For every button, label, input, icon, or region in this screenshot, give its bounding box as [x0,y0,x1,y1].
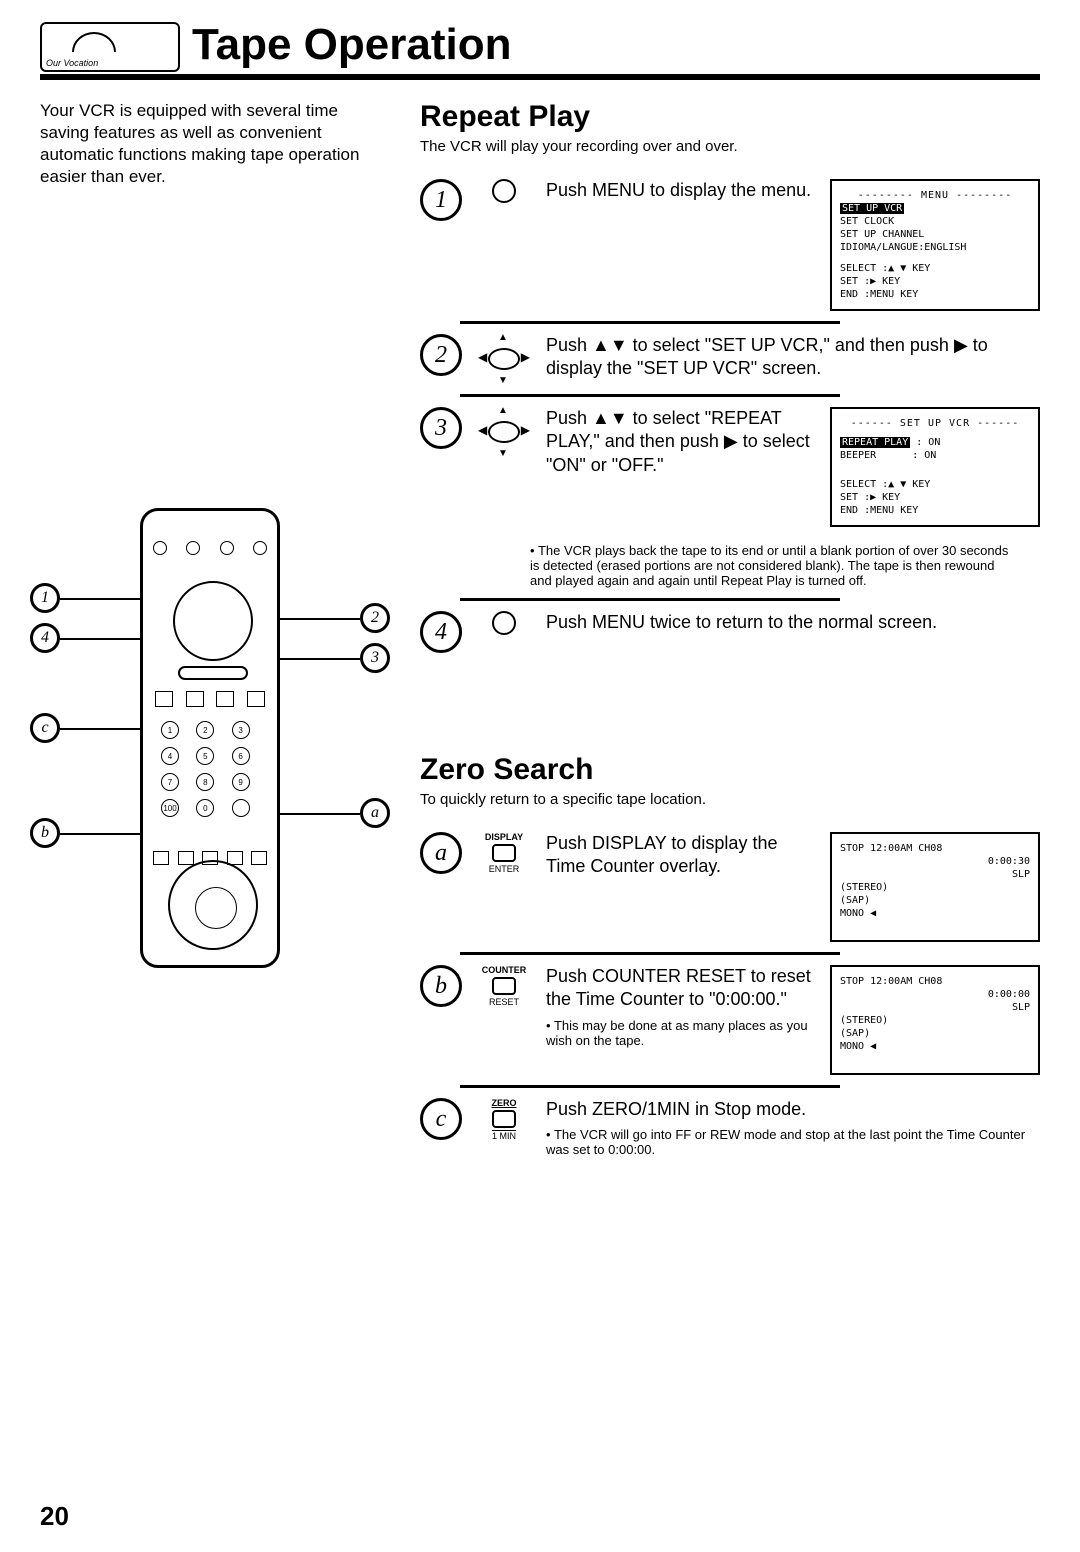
callout-3: 3 [360,643,390,673]
step-num-1: 1 [420,179,462,221]
repeat-sub: The VCR will play your recording over an… [420,138,1040,155]
callout-2: 2 [360,603,390,633]
page-title: Tape Operation [192,20,511,74]
nav-icon-2: ◀▶ [484,407,524,457]
menu-screen: -------- MENU -------- SET UP VCR SET CL… [830,179,1040,311]
step-2: 2 ◀▶ Push ▲▼ to select "SET UP VCR," and… [420,324,1040,394]
cassette-icon: Our Vocation [40,22,180,72]
stepa-text: Push DISPLAY to display the Time Counter… [546,832,818,879]
page-header: Our Vocation Tape Operation [40,20,1040,80]
step-num-3: 3 [420,407,462,449]
page-number: 20 [40,1501,69,1532]
step2-text: Push ▲▼ to select "SET UP VCR," and then… [546,334,1040,381]
counter-button-icon [492,977,516,995]
step1-text: Push MENU to display the menu. [546,179,818,202]
callout-4: 4 [30,623,60,653]
step-num-a: a [420,832,462,874]
step-a: a DISPLAY ENTER Push DISPLAY to display … [420,822,1040,952]
menu-button-icon-2 [492,611,516,635]
step-num-2: 2 [420,334,462,376]
step-3: 3 ◀▶ Push ▲▼ to select "REPEAT PLAY," an… [420,397,1040,537]
zero-sub: To quickly return to a specific tape loc… [420,791,1040,808]
step-c: c ZERO 1 MIN Push ZERO/1MIN in Stop mode… [420,1088,1040,1167]
zero-button-icon [492,1110,516,1128]
display-button-icon [492,844,516,862]
display-label: DISPLAY [485,832,523,842]
enter-label: ENTER [489,864,520,874]
callout-b: b [30,818,60,848]
remote-body: 123 456 789 1000 [140,508,280,968]
zero-title: Zero Search [420,753,1040,787]
callout-1: 1 [30,583,60,613]
step-num-c: c [420,1098,462,1140]
stepb-text: Push COUNTER RESET to reset the Time Cou… [546,965,818,1012]
zero-label: ZERO [491,1098,516,1108]
icon-label: Our Vocation [46,58,174,68]
callout-c: c [30,713,60,743]
step-num-4: 4 [420,611,462,653]
step-1: 1 Push MENU to display the menu. -------… [420,169,1040,321]
step4-text: Push MENU twice to return to the normal … [546,611,1040,634]
step3-text: Push ▲▼ to select "REPEAT PLAY," and the… [546,407,818,477]
menu-button-icon [492,179,516,203]
step-b: b COUNTER RESET Push COUNTER RESET to re… [420,955,1040,1085]
step-4: 4 Push MENU twice to return to the norma… [420,601,1040,663]
nav-icon: ◀▶ [484,334,524,384]
step3-note: The VCR plays back the tape to its end o… [530,543,1010,588]
stepb-note: This may be done at as many places as yo… [546,1018,818,1048]
counter-screen-b: STOP 12:00AM CH08 0:00:00 SLP (STEREO) (… [830,965,1040,1075]
counter-label: COUNTER [482,965,527,975]
callout-a: a [360,798,390,828]
repeat-title: Repeat Play [420,100,1040,134]
stepc-note: The VCR will go into FF or REW mode and … [546,1127,1040,1157]
step-num-b: b [420,965,462,1007]
intro-text: Your VCR is equipped with several time s… [40,100,380,188]
remote-diagram: 1 4 c b 2 3 a 123 456 [40,508,380,968]
reset-label: RESET [489,997,519,1007]
1min-label: 1 MIN [492,1130,516,1141]
setup-screen: ------ SET UP VCR ------ REPEAT PLAY : O… [830,407,1040,527]
stepc-text: Push ZERO/1MIN in Stop mode. [546,1098,1040,1121]
counter-screen-a: STOP 12:00AM CH08 0:00:30 SLP (STEREO) (… [830,832,1040,942]
